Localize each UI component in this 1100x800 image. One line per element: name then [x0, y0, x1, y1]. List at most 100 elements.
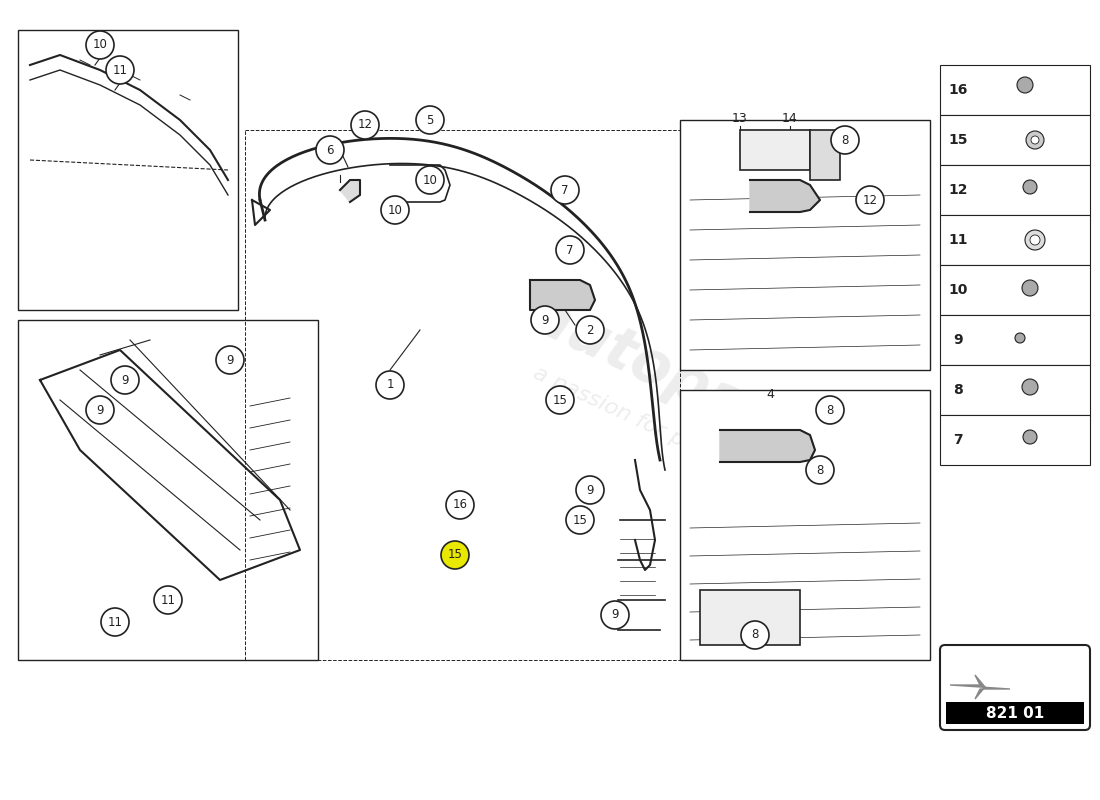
Text: 11: 11: [948, 233, 968, 247]
Text: 12: 12: [862, 194, 878, 206]
Circle shape: [1018, 77, 1033, 93]
Polygon shape: [950, 675, 1010, 699]
Circle shape: [106, 56, 134, 84]
Circle shape: [1025, 230, 1045, 250]
Bar: [940, 165, 1090, 215]
Text: 10: 10: [422, 174, 438, 186]
Circle shape: [416, 166, 444, 194]
Text: 9: 9: [121, 374, 129, 386]
Text: 2: 2: [586, 323, 594, 337]
Polygon shape: [750, 180, 820, 212]
Circle shape: [1022, 280, 1038, 296]
Circle shape: [86, 31, 114, 59]
Text: 15: 15: [948, 133, 968, 147]
Text: 1: 1: [386, 378, 394, 391]
Text: 10: 10: [948, 283, 968, 297]
Bar: [680, 120, 930, 370]
Text: 5: 5: [427, 114, 433, 126]
Text: a passion for parts slimjim85: a passion for parts slimjim85: [529, 362, 830, 518]
Text: 8: 8: [751, 629, 759, 642]
Text: 15: 15: [448, 549, 462, 562]
Bar: [940, 415, 1090, 465]
Text: 9: 9: [612, 609, 618, 622]
Bar: [940, 365, 1090, 415]
Text: 11: 11: [112, 63, 128, 77]
Text: 11: 11: [108, 615, 122, 629]
Circle shape: [556, 236, 584, 264]
Circle shape: [1026, 131, 1044, 149]
Circle shape: [416, 106, 444, 134]
Circle shape: [1015, 333, 1025, 343]
Circle shape: [1030, 235, 1040, 245]
Text: 9: 9: [541, 314, 549, 326]
Polygon shape: [530, 280, 595, 310]
Circle shape: [531, 306, 559, 334]
Circle shape: [566, 506, 594, 534]
Text: 15: 15: [573, 514, 587, 526]
Text: 9: 9: [954, 333, 962, 347]
Text: 13: 13: [733, 111, 748, 125]
Text: 7: 7: [561, 183, 569, 197]
Circle shape: [86, 396, 114, 424]
Circle shape: [216, 346, 244, 374]
Polygon shape: [720, 430, 815, 462]
Circle shape: [576, 316, 604, 344]
Circle shape: [551, 176, 579, 204]
Circle shape: [741, 621, 769, 649]
Circle shape: [154, 586, 182, 614]
Text: 12: 12: [358, 118, 373, 131]
Circle shape: [1031, 136, 1040, 144]
Circle shape: [576, 476, 604, 504]
Bar: [940, 215, 1090, 265]
Text: 6: 6: [327, 143, 333, 157]
Text: autoparts: autoparts: [522, 286, 838, 474]
Circle shape: [816, 396, 844, 424]
Circle shape: [111, 366, 139, 394]
Bar: [680, 390, 930, 660]
Circle shape: [351, 111, 380, 139]
Text: 7: 7: [954, 433, 962, 447]
Circle shape: [830, 126, 859, 154]
Text: 10: 10: [387, 203, 403, 217]
Bar: [700, 590, 800, 645]
Text: 12: 12: [948, 183, 968, 197]
Circle shape: [1023, 180, 1037, 194]
Circle shape: [381, 196, 409, 224]
Polygon shape: [340, 180, 360, 202]
Bar: [18, 320, 318, 660]
Circle shape: [446, 491, 474, 519]
Bar: [940, 315, 1090, 365]
Text: 7: 7: [566, 243, 574, 257]
Bar: [940, 115, 1090, 165]
Circle shape: [316, 136, 344, 164]
Text: 8: 8: [816, 463, 824, 477]
Text: 9: 9: [586, 483, 594, 497]
Bar: [810, 130, 840, 180]
Text: 9: 9: [227, 354, 233, 366]
Circle shape: [441, 541, 469, 569]
Circle shape: [1022, 379, 1038, 395]
Bar: [740, 130, 810, 170]
Circle shape: [101, 608, 129, 636]
Circle shape: [376, 371, 404, 399]
Bar: [946, 702, 1084, 724]
FancyBboxPatch shape: [940, 645, 1090, 730]
Text: 10: 10: [92, 38, 108, 51]
Text: 11: 11: [161, 594, 176, 606]
Circle shape: [806, 456, 834, 484]
Text: 15: 15: [552, 394, 568, 406]
Circle shape: [546, 386, 574, 414]
Text: 8: 8: [826, 403, 834, 417]
Circle shape: [856, 186, 884, 214]
Text: 4: 4: [766, 387, 774, 401]
Bar: [940, 265, 1090, 315]
Text: 16: 16: [452, 498, 468, 511]
Text: 14: 14: [782, 111, 797, 125]
Text: 9: 9: [97, 403, 103, 417]
Circle shape: [1023, 430, 1037, 444]
Text: 8: 8: [842, 134, 849, 146]
Circle shape: [601, 601, 629, 629]
Text: 821 01: 821 01: [986, 706, 1044, 721]
Text: 16: 16: [948, 83, 968, 97]
Text: 8: 8: [953, 383, 962, 397]
